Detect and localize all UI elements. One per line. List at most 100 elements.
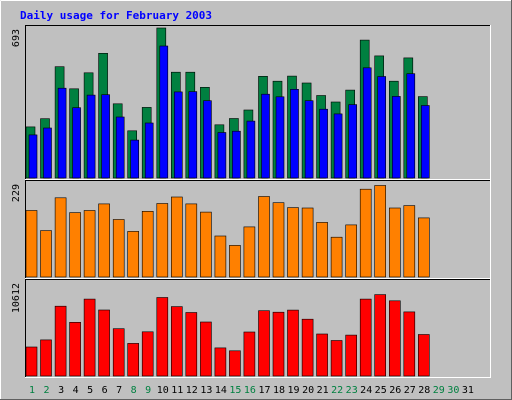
bar-panel3-s1-day7: [112, 328, 125, 377]
bar-panel1-s2-day17: [261, 93, 270, 179]
bar-panel1-s2-day18: [275, 96, 285, 179]
chart-panels: 693 229 10612: [11, 25, 491, 378]
x-tick-label-day-11: 11: [171, 385, 183, 396]
panel-1-max-label: 693: [11, 29, 22, 47]
bar-panel3-s1-day18: [272, 311, 285, 377]
bar-panel1-s2-day9: [144, 122, 154, 179]
x-tick-label-day-20: 20: [302, 385, 314, 396]
bar-panel2-s1-day26: [388, 207, 401, 278]
x-tick-label-day-14: 14: [215, 385, 227, 396]
bar-panel3-s1-day2: [40, 339, 52, 377]
bar-panel1-s2-day24: [362, 67, 372, 179]
x-tick-label-day-1: 1: [29, 385, 35, 396]
x-tick-label-day-19: 19: [287, 385, 299, 396]
bar-panel2-s1-day15: [229, 245, 241, 278]
x-tick-label-day-18: 18: [273, 385, 285, 396]
bar-panel3-s1-day21: [316, 333, 328, 377]
panel-3-max-label: 10612: [11, 283, 22, 313]
bar-panel1-s2-day2: [43, 127, 52, 179]
bar-panel3-s1-day10: [156, 297, 169, 377]
bar-panel2-s1-day25: [374, 185, 387, 278]
x-tick-label-day-17: 17: [258, 385, 270, 396]
bar-panel2-s1-day23: [345, 224, 358, 278]
bar-panel2-s1-day10: [156, 203, 169, 278]
bar-panel1-s2-day23: [348, 104, 358, 179]
x-tick-label-day-5: 5: [87, 385, 93, 396]
x-tick-label-day-10: 10: [157, 385, 169, 396]
x-tick-label-day-6: 6: [102, 385, 108, 396]
bar-panel1-s2-day10: [159, 45, 169, 179]
bar-panel3-s1-day11: [171, 306, 183, 377]
chart-title: Daily usage for February 2003: [20, 9, 212, 22]
bar-panel1-s2-day15: [232, 130, 241, 179]
x-tick-label-day-28: 28: [418, 385, 430, 396]
panel-2-max-label: 229: [11, 184, 22, 202]
x-tick-label-day-23: 23: [346, 385, 358, 396]
x-tick-label-day-2: 2: [43, 385, 49, 396]
bar-panel1-s2-day22: [333, 113, 343, 179]
bar-panel2-s1-day28: [417, 217, 430, 278]
bar-panel3-s1-day15: [229, 350, 241, 377]
x-tick-label-day-4: 4: [73, 385, 79, 396]
x-tick-label-day-16: 16: [244, 385, 256, 396]
bar-panel1-s2-day26: [391, 96, 401, 179]
x-tick-label-day-12: 12: [186, 385, 198, 396]
bar-panel1-s2-day5: [86, 94, 96, 179]
x-tick-label-day-3: 3: [58, 385, 64, 396]
x-tick-label-day-22: 22: [331, 385, 343, 396]
x-tick-label-day-25: 25: [375, 385, 387, 396]
bar-panel1-s2-day4: [72, 107, 81, 179]
bar-panel3-s1-day6: [98, 309, 110, 377]
bar-panel2-s1-day11: [171, 196, 183, 278]
x-tick-label-day-8: 8: [131, 385, 137, 396]
bar-panel3-s1-day23: [345, 334, 358, 377]
bar-panel3-s1-day17: [258, 310, 270, 377]
bar-panel3-s1-day1: [25, 346, 38, 377]
bar-panel3-s1-day16: [243, 331, 256, 377]
bar-panel2-s1-day3: [54, 197, 67, 278]
bar-panel1-s2-day27: [406, 73, 416, 179]
x-tick-label-day-15: 15: [229, 385, 241, 396]
bar-panel3-s1-day22: [330, 340, 343, 377]
bar-panel2-s1-day22: [330, 236, 343, 278]
bar-panel3-s1-day20: [301, 318, 314, 377]
x-tick-label-day-31: 31: [462, 385, 474, 396]
bar-panel2-s1-day16: [243, 226, 256, 278]
bar-panel3-s1-day12: [185, 312, 198, 377]
x-tick-label-day-30: 30: [447, 385, 459, 396]
bar-panel1-s2-day21: [319, 108, 328, 179]
bar-panel1-s2-day8: [130, 139, 139, 179]
bar-panel1-s2-day1: [28, 134, 38, 179]
bar-panel3-s1-day19: [287, 309, 299, 377]
x-tick-label-day-21: 21: [317, 385, 329, 396]
bar-panel3-s1-day8: [127, 343, 139, 377]
bar-panel2-s1-day17: [258, 196, 270, 278]
bar-panel1-s2-day3: [57, 87, 67, 179]
bar-panel2-s1-day18: [272, 202, 285, 278]
bar-panel1-s2-day16: [246, 120, 256, 179]
bar-panel3-s1-day9: [141, 331, 154, 377]
bar-panel1-s2-day20: [304, 100, 314, 179]
bar-panel2-s1-day2: [40, 230, 52, 278]
bar-panel1-s2-day14: [217, 132, 227, 179]
bar-panel2-s1-day13: [200, 211, 212, 278]
x-tick-label-day-9: 9: [145, 385, 151, 396]
bar-panel1-s2-day28: [420, 105, 430, 179]
panel-1: 693: [11, 25, 491, 180]
x-tick-label-day-29: 29: [433, 385, 445, 396]
x-axis-labels: 1 2 3 4 5 6 7 8 9 10 11 12 13 14 15 16 17 18 19 20 21 22 23 24 2…: [29, 385, 474, 396]
bar-panel1-s2-day25: [377, 76, 387, 179]
bar-panel1-s2-day11: [174, 91, 183, 179]
panel-2: 229: [11, 180, 491, 279]
x-tick-label-day-26: 26: [389, 385, 401, 396]
bar-panel2-s1-day12: [185, 203, 198, 278]
bar-panel1-s2-day7: [115, 116, 125, 179]
panel-3: 10612: [11, 279, 491, 378]
x-tick-label-day-24: 24: [360, 385, 372, 396]
bar-panel3-s1-day28: [417, 334, 430, 377]
bar-panel2-s1-day27: [403, 205, 416, 278]
bar-panel3-s1-day5: [83, 298, 96, 377]
bar-panel3-s1-day25: [374, 294, 387, 377]
bar-panel1-s2-day13: [203, 100, 212, 179]
